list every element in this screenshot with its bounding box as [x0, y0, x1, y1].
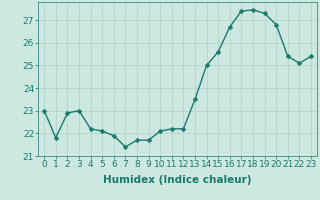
X-axis label: Humidex (Indice chaleur): Humidex (Indice chaleur) [103, 175, 252, 185]
